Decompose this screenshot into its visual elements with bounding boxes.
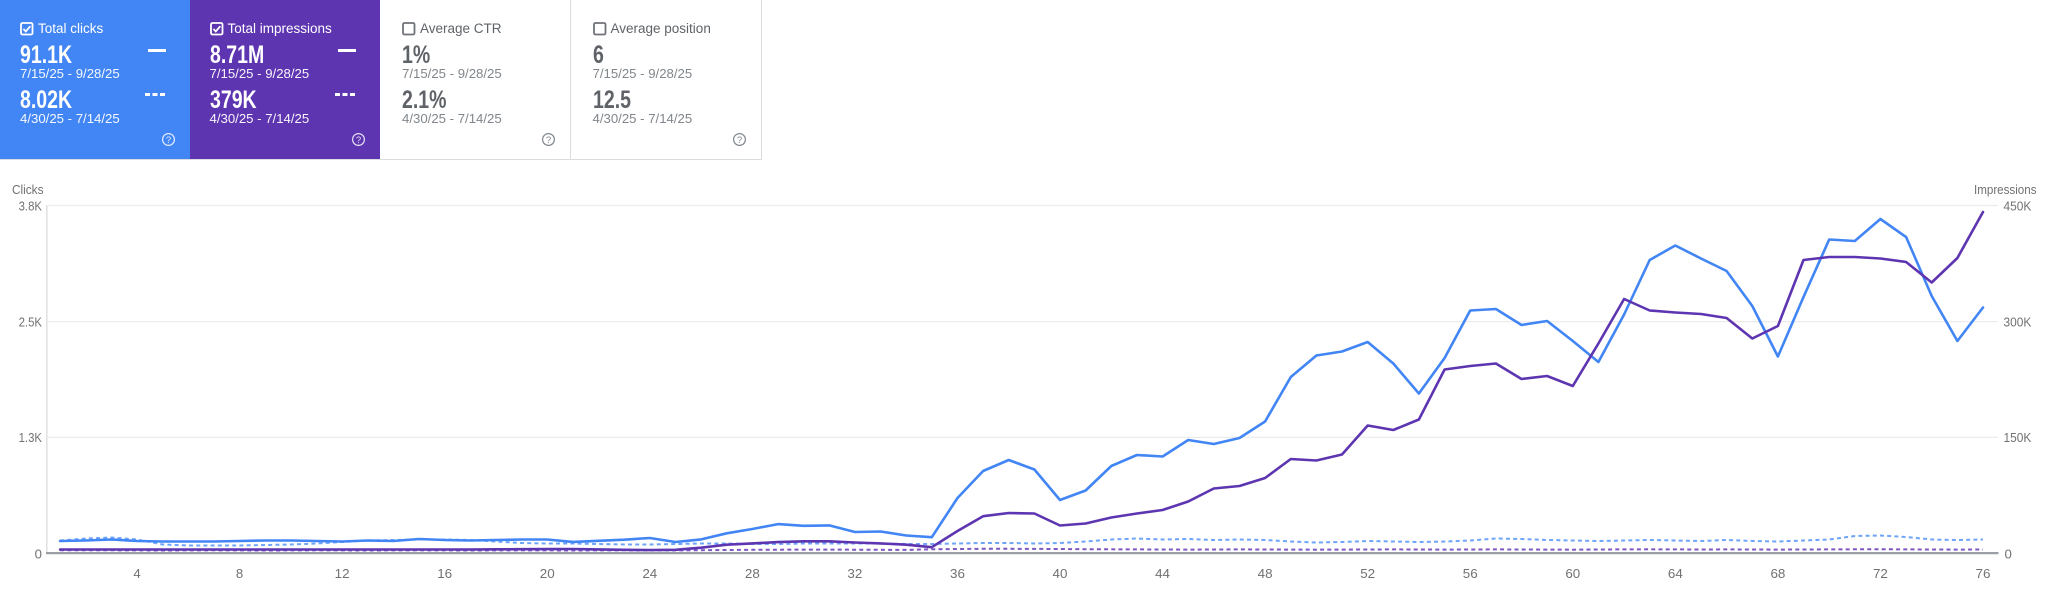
svg-text:4: 4 bbox=[133, 566, 140, 581]
svg-text:60: 60 bbox=[1565, 566, 1580, 581]
svg-text:28: 28 bbox=[745, 566, 760, 581]
svg-text:3.8K: 3.8K bbox=[19, 199, 43, 214]
svg-text:8: 8 bbox=[236, 566, 243, 581]
svg-text:150K: 150K bbox=[2004, 430, 2032, 445]
svg-text:300K: 300K bbox=[2004, 314, 2032, 329]
svg-text:Clicks: Clicks bbox=[12, 182, 44, 197]
svg-text:2.5K: 2.5K bbox=[19, 314, 43, 329]
svg-text:1.3K: 1.3K bbox=[19, 430, 43, 445]
svg-text:76: 76 bbox=[1976, 566, 1991, 581]
svg-text:450K: 450K bbox=[2004, 199, 2032, 214]
svg-text:32: 32 bbox=[847, 566, 862, 581]
svg-text:0: 0 bbox=[2005, 546, 2012, 561]
svg-text:?: ? bbox=[356, 135, 361, 146]
svg-text:Impressions: Impressions bbox=[1974, 182, 2037, 197]
svg-text:40: 40 bbox=[1053, 566, 1068, 581]
svg-text:?: ? bbox=[545, 135, 550, 146]
svg-text:56: 56 bbox=[1463, 566, 1478, 581]
svg-text:?: ? bbox=[165, 135, 170, 146]
svg-text:72: 72 bbox=[1873, 566, 1888, 581]
svg-text:16: 16 bbox=[437, 566, 452, 581]
svg-text:68: 68 bbox=[1770, 566, 1785, 581]
svg-text:0: 0 bbox=[35, 546, 42, 561]
svg-text:52: 52 bbox=[1360, 566, 1375, 581]
svg-text:20: 20 bbox=[540, 566, 555, 581]
svg-text:36: 36 bbox=[950, 566, 965, 581]
svg-text:44: 44 bbox=[1155, 566, 1170, 581]
svg-text:12: 12 bbox=[335, 566, 350, 581]
svg-text:24: 24 bbox=[642, 566, 657, 581]
svg-text:?: ? bbox=[736, 135, 741, 146]
svg-text:48: 48 bbox=[1258, 566, 1273, 581]
svg-text:64: 64 bbox=[1668, 566, 1683, 581]
